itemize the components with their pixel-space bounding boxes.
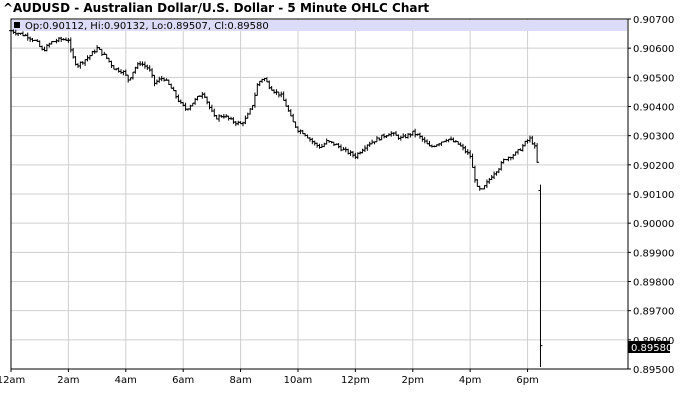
info-square-icon <box>14 22 20 28</box>
last-price-label: 0.89580 <box>631 343 672 354</box>
y-tick-label: 0.90500 <box>633 73 674 84</box>
x-tick-label: 2pm <box>402 375 424 386</box>
y-tick-label: 0.89800 <box>633 278 674 289</box>
chart-title: ^AUDUSD - Australian Dollar/U.S. Dollar … <box>3 1 430 15</box>
y-tick-label: 0.90600 <box>633 44 674 55</box>
y-tick-label: 0.90300 <box>633 132 674 143</box>
y-tick-label: 0.90000 <box>633 219 674 230</box>
y-tick-label: 0.90100 <box>633 190 674 201</box>
x-tick-label: 12pm <box>341 375 370 386</box>
x-tick-label: 12am <box>0 375 25 386</box>
x-tick-label: 2am <box>57 375 79 386</box>
y-tick-label: 0.89700 <box>633 307 674 318</box>
y-tick-label: 0.89500 <box>633 365 674 376</box>
price-bars <box>9 29 543 367</box>
x-axis: 12am 2am 4am 6am 8am 10am 12pm 2pm 4pm 6pm <box>0 369 539 386</box>
y-tick-label: 0.90200 <box>633 161 674 172</box>
x-tick-label: 4pm <box>459 375 481 386</box>
y-tick-label: 0.90400 <box>633 103 674 114</box>
y-tick-label: 0.89900 <box>633 248 674 259</box>
info-band <box>12 20 627 31</box>
x-tick-label: 6am <box>172 375 194 386</box>
x-tick-label: 4am <box>115 375 137 386</box>
x-tick-label: 8am <box>229 375 251 386</box>
ohlc-info-text: Op:0.90112, Hi:0.90132, Lo:0.89507, Cl:0… <box>25 21 269 32</box>
y-tick-label: 0.90700 <box>633 15 674 26</box>
y-axis: 0.90700 0.90600 0.90500 0.90400 0.90300 0.902… <box>628 15 674 376</box>
x-tick-label: 6pm <box>516 375 538 386</box>
last-price-marker: 0.89580 <box>628 341 672 354</box>
grid <box>11 19 628 369</box>
x-tick-label: 10am <box>284 375 313 386</box>
